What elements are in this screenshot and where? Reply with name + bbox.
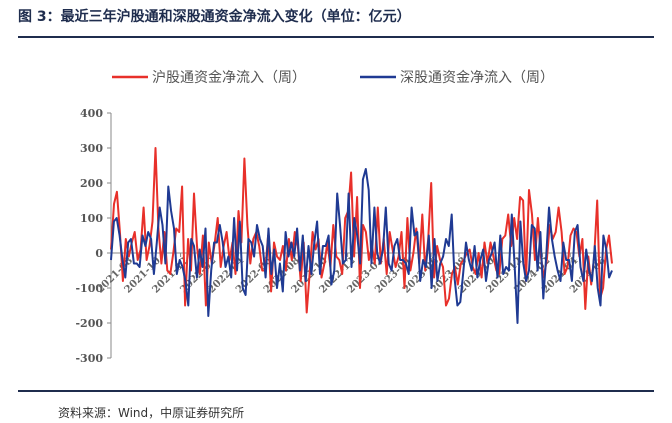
legend-label-sh: 沪股通资金净流入（周） (152, 70, 306, 86)
top-rule (18, 36, 654, 38)
y-tick-label: -100 (75, 282, 103, 295)
source-note: 资料来源：Wind，中原证券研究所 (58, 406, 245, 420)
bottom-rule (18, 390, 654, 392)
y-tick-label: 400 (80, 107, 103, 120)
y-ticks: -300 -200 -100 0 100 200 300 400 (75, 107, 111, 365)
legend: 沪股通资金净流入（周） 深股通资金净流入（周） (112, 70, 554, 86)
y-tick-label: 0 (95, 247, 103, 260)
y-tick-label: 100 (80, 212, 103, 225)
y-tick-label: -300 (75, 352, 103, 365)
y-tick-label: 300 (80, 142, 103, 155)
y-tick-label: -200 (75, 317, 103, 330)
y-tick-label: 200 (80, 177, 103, 190)
figure-title: 图 3：最近三年沪股通和深股通资金净流入变化（单位：亿元） (18, 9, 411, 25)
legend-label-sz: 深股通资金净流入（周） (400, 70, 554, 86)
series-line-sz (110, 168, 613, 324)
series-line-sh (110, 147, 613, 314)
